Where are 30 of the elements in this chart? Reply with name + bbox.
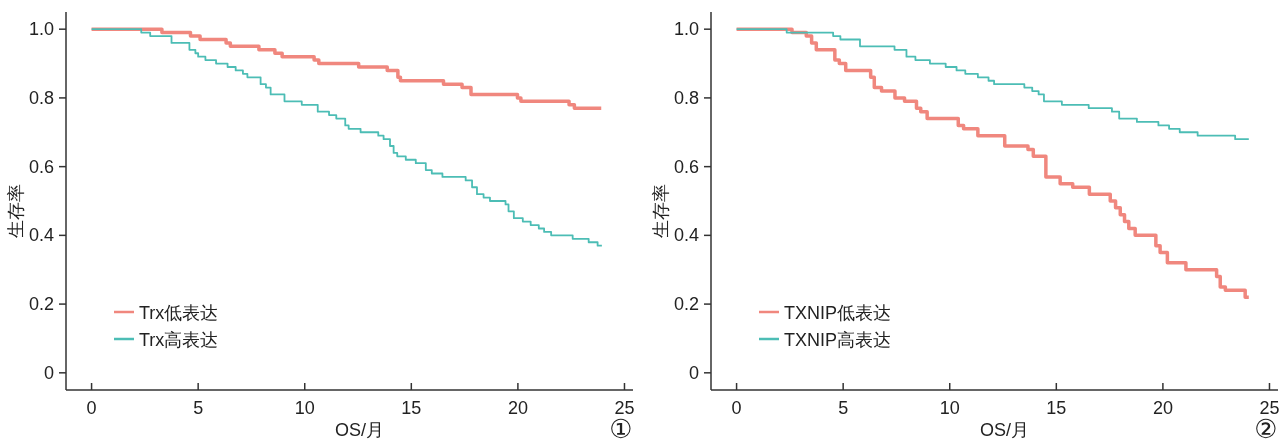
y-tick-label: 0.8 <box>673 87 699 108</box>
x-tick-label: 0 <box>86 398 97 418</box>
x-tick-label: 10 <box>939 398 960 418</box>
y-tick-label: 0.8 <box>28 87 54 108</box>
x-tick-label: 20 <box>1152 398 1173 418</box>
y-tick-label: 0 <box>43 362 54 383</box>
legend-label: Trx低表达 <box>139 303 219 323</box>
y-tick-label: 0.6 <box>28 156 54 177</box>
y-tick-label: 0.6 <box>673 156 699 177</box>
y-tick-label: 0 <box>688 362 699 383</box>
x-tick-label: 5 <box>193 398 204 418</box>
x-tick-label: 5 <box>838 398 849 418</box>
y-tick-label: 0.4 <box>673 225 699 246</box>
x-axis-title: OS/月 <box>334 420 385 440</box>
legend-label: Trx高表达 <box>139 330 219 350</box>
y-tick-label: 0.4 <box>28 225 54 246</box>
y-tick-label: 1.0 <box>28 19 54 40</box>
x-tick-label: 15 <box>1046 398 1067 418</box>
y-tick-label: 0.2 <box>28 294 54 315</box>
y-axis-title: 生存率 <box>651 184 671 238</box>
y-tick-label: 1.0 <box>673 19 699 40</box>
x-tick-label: 10 <box>294 398 315 418</box>
x-axis-title: OS/月 <box>979 420 1030 440</box>
y-axis-title: 生存率 <box>6 184 26 238</box>
y-tick-label: 0.2 <box>673 294 699 315</box>
legend-label: TXNIP高表达 <box>784 330 892 350</box>
x-tick-label: 15 <box>401 398 422 418</box>
legend-label: TXNIP低表达 <box>784 303 892 323</box>
x-tick-label: 0 <box>731 398 742 418</box>
x-tick-label: 20 <box>507 398 528 418</box>
